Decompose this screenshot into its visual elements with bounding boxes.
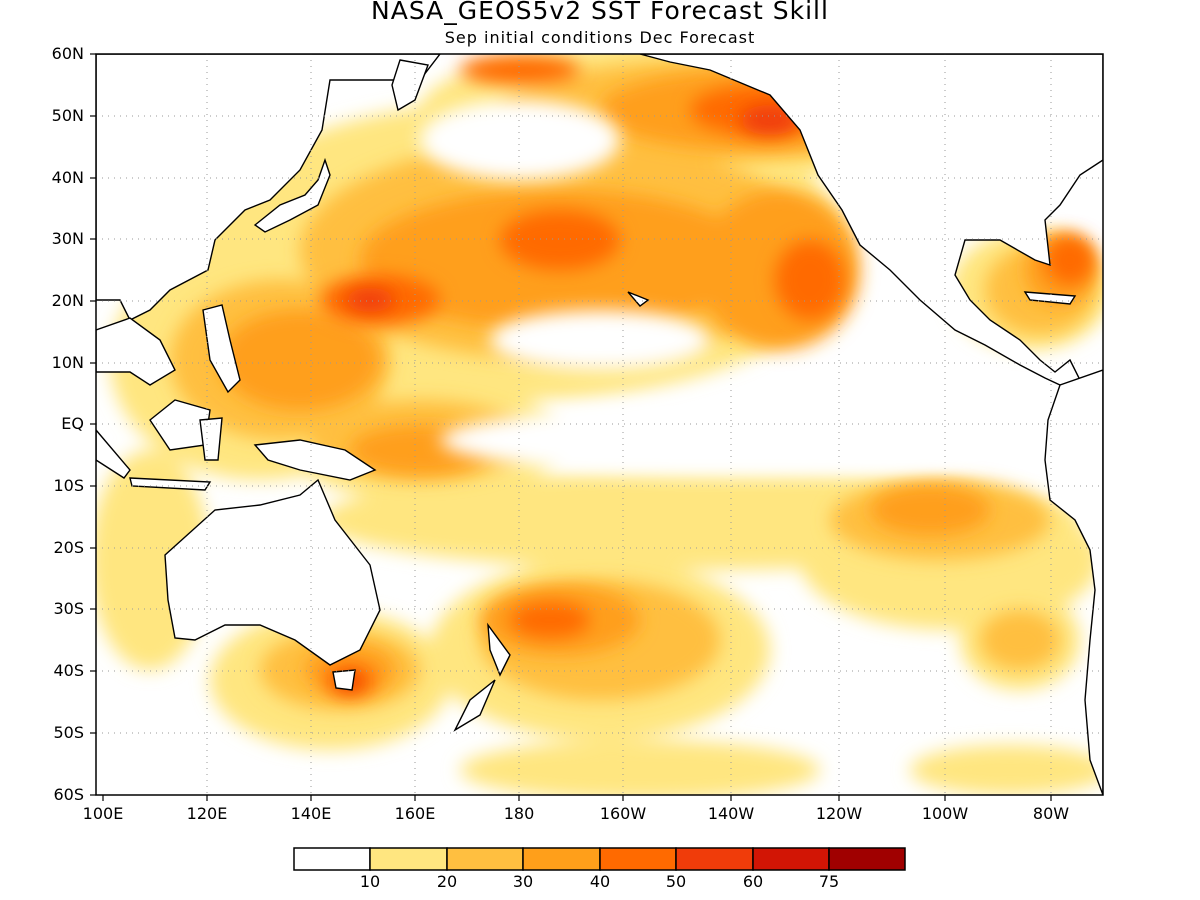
lon-label: 180 <box>503 804 535 823</box>
lat-label: EQ <box>61 414 84 433</box>
page-title: NASA_GEOS5v2 SST Forecast Skill <box>371 0 829 25</box>
lon-label: 100E <box>82 804 124 823</box>
japan <box>253 157 331 233</box>
colorbar-swatch-1 <box>369 847 448 871</box>
lat-label: 30S <box>53 599 84 618</box>
colorbar-swatch-7 <box>828 847 906 871</box>
lon-label: 160E <box>394 804 436 823</box>
south-america <box>1044 369 1103 795</box>
lon-label: 140E <box>290 804 332 823</box>
colorbar <box>293 847 906 871</box>
new-guinea <box>253 439 377 481</box>
page-subtitle: Sep initial conditions Dec Forecast <box>444 28 756 47</box>
land-outlines <box>96 54 1103 795</box>
low-skill-areas <box>420 100 1040 475</box>
lat-label: 60S <box>53 785 84 804</box>
colorbar-swatch-0 <box>293 847 371 871</box>
colorbar-label: 30 <box>512 872 534 891</box>
colorbar-swatch-4 <box>599 847 677 871</box>
philippines <box>202 304 241 394</box>
lat-label: 10N <box>51 353 84 372</box>
colorbar-label: 40 <box>589 872 611 891</box>
kamchatka <box>391 59 429 112</box>
indochina <box>96 317 176 386</box>
tasmania <box>332 669 356 691</box>
north-america <box>639 54 1103 386</box>
lat-label: 40S <box>53 661 84 680</box>
java <box>129 477 212 491</box>
colorbar-swatch-6 <box>752 847 830 871</box>
new-zealand-north <box>487 622 511 677</box>
lat-label: 50S <box>53 723 84 742</box>
lon-label: 80W <box>1032 804 1070 823</box>
lon-label: 160W <box>599 804 647 823</box>
colorbar-label: 50 <box>665 872 687 891</box>
lat-label: 10S <box>53 476 84 495</box>
asia <box>96 54 441 321</box>
lat-label: 40N <box>51 168 84 187</box>
new-zealand-south <box>453 679 496 732</box>
colorbar-swatch-2 <box>446 847 524 871</box>
lon-label: 120W <box>815 804 863 823</box>
colorbar-swatch-3 <box>522 847 601 871</box>
lat-label: 50N <box>51 106 84 125</box>
lat-label: 20S <box>53 538 84 557</box>
australia <box>164 478 381 666</box>
colorbar-swatch-5 <box>675 847 754 871</box>
skill-field <box>96 54 1103 795</box>
sumatra <box>96 428 131 479</box>
colorbar-label: 60 <box>742 872 764 891</box>
lat-label: 60N <box>51 44 84 63</box>
colorbar-label: 75 <box>818 872 840 891</box>
axis-ticks <box>90 53 1052 801</box>
sulawesi <box>199 417 223 461</box>
lat-label: 20N <box>51 291 84 310</box>
colorbar-label: 20 <box>436 872 458 891</box>
lat-label: 30N <box>51 229 84 248</box>
lon-label: 120E <box>186 804 228 823</box>
lon-label: 140W <box>707 804 755 823</box>
colorbar-label: 10 <box>359 872 381 891</box>
lon-label: 100W <box>921 804 969 823</box>
hawaii <box>627 291 650 307</box>
